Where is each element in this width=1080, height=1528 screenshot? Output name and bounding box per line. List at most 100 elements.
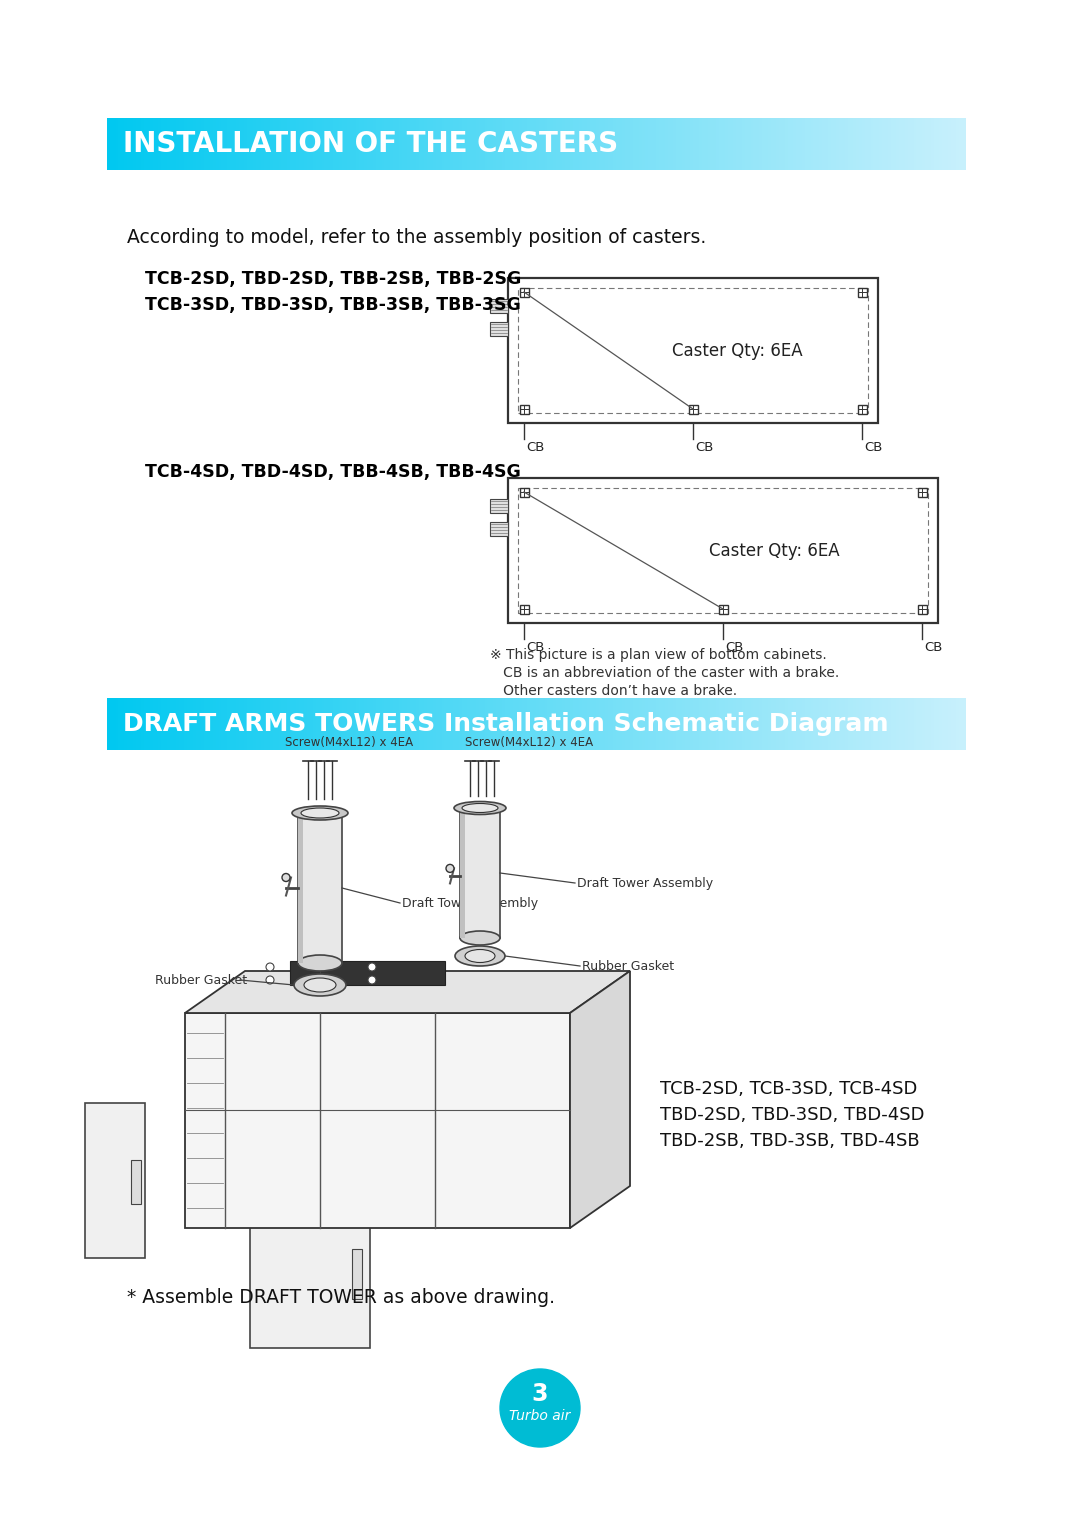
Bar	[402, 118, 405, 170]
Bar	[384, 698, 388, 750]
Bar	[558, 118, 563, 170]
Bar	[957, 698, 960, 750]
Bar	[822, 698, 825, 750]
Bar	[336, 698, 339, 750]
Bar	[539, 698, 542, 750]
Bar	[513, 698, 516, 750]
Bar	[570, 698, 573, 750]
Bar	[218, 698, 221, 750]
Bar	[639, 698, 643, 750]
Bar	[210, 698, 214, 750]
Bar	[650, 118, 653, 170]
Bar	[918, 487, 927, 497]
Bar	[539, 118, 542, 170]
Bar	[599, 118, 603, 170]
Bar	[642, 698, 645, 750]
Bar	[473, 118, 476, 170]
Bar	[519, 605, 528, 614]
Bar	[181, 118, 185, 170]
Bar	[657, 118, 660, 170]
Bar	[359, 698, 362, 750]
Bar	[399, 698, 402, 750]
Bar	[373, 118, 376, 170]
Bar	[261, 118, 265, 170]
Bar	[187, 698, 190, 750]
Bar	[870, 698, 874, 750]
Bar	[227, 698, 230, 750]
Bar	[627, 698, 631, 750]
Bar	[885, 698, 888, 750]
Bar	[267, 118, 270, 170]
Bar	[355, 698, 360, 750]
Bar	[671, 698, 674, 750]
Bar	[204, 118, 207, 170]
Bar	[779, 698, 782, 750]
Bar	[799, 118, 802, 170]
Ellipse shape	[500, 1369, 580, 1447]
Bar	[882, 118, 886, 170]
Bar	[785, 698, 788, 750]
Polygon shape	[185, 1013, 570, 1229]
Bar	[159, 698, 162, 750]
Bar	[874, 118, 877, 170]
Bar	[916, 698, 920, 750]
Bar	[478, 118, 482, 170]
Bar	[275, 118, 279, 170]
Bar	[138, 118, 141, 170]
Bar	[355, 118, 360, 170]
Bar	[424, 118, 428, 170]
Bar	[879, 118, 882, 170]
Bar	[553, 118, 556, 170]
Bar	[610, 698, 613, 750]
Bar	[145, 118, 148, 170]
Bar	[510, 698, 514, 750]
Bar	[253, 698, 256, 750]
Bar	[679, 118, 683, 170]
Bar	[622, 118, 625, 170]
Bar	[853, 698, 856, 750]
Bar	[602, 118, 605, 170]
Bar	[428, 698, 431, 750]
Bar	[275, 698, 279, 750]
Bar	[494, 118, 497, 170]
Bar	[461, 118, 465, 170]
Bar	[737, 698, 740, 750]
Bar	[410, 118, 414, 170]
Bar	[602, 698, 605, 750]
Bar	[747, 698, 751, 750]
Bar	[460, 808, 465, 938]
Bar	[322, 698, 325, 750]
Bar	[253, 118, 256, 170]
Bar	[195, 698, 199, 750]
Bar	[860, 118, 863, 170]
Bar	[613, 118, 617, 170]
Bar	[376, 118, 379, 170]
Bar	[762, 698, 766, 750]
Bar	[333, 118, 336, 170]
Bar	[341, 118, 345, 170]
Bar	[221, 698, 225, 750]
Bar	[945, 118, 948, 170]
Bar	[518, 698, 523, 750]
Bar	[396, 118, 400, 170]
Bar	[279, 118, 282, 170]
Bar	[754, 118, 757, 170]
Bar	[350, 118, 353, 170]
Bar	[384, 118, 388, 170]
Bar	[553, 698, 556, 750]
Bar	[207, 118, 211, 170]
Bar	[671, 118, 674, 170]
Bar	[470, 118, 474, 170]
Bar	[816, 698, 820, 750]
Bar	[210, 118, 214, 170]
Text: INSTALLATION OF THE CASTERS: INSTALLATION OF THE CASTERS	[123, 130, 618, 157]
Bar	[676, 698, 679, 750]
Bar	[230, 118, 233, 170]
Bar	[476, 118, 480, 170]
Bar	[185, 118, 188, 170]
Bar	[551, 118, 554, 170]
Bar	[388, 118, 391, 170]
Ellipse shape	[298, 955, 342, 970]
Bar	[270, 118, 273, 170]
Bar	[199, 698, 202, 750]
